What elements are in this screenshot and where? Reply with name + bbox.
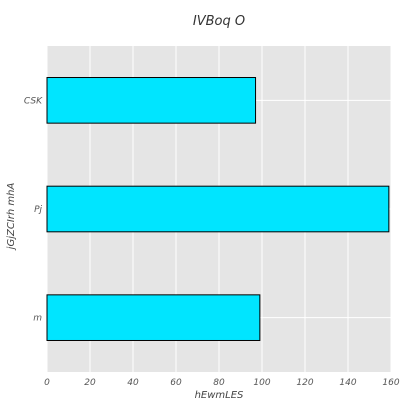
- bar-Pj: [46, 185, 390, 233]
- bar-CSK: [46, 77, 257, 124]
- x-tick-label: 80: [213, 378, 225, 388]
- y-tick-label: Pj: [34, 205, 42, 215]
- y-tick-labels: CSK Pj m: [24, 96, 43, 323]
- y-tick-label: m: [33, 314, 42, 324]
- bar-m: [46, 294, 261, 341]
- bars-group: [46, 77, 390, 341]
- y-tick-label: CSK: [24, 96, 43, 106]
- x-tick-label: 60: [170, 378, 182, 388]
- x-tick-label: 100: [253, 378, 270, 388]
- y-axis-label: jGjZCIrh mhA: [6, 183, 17, 252]
- x-tick-label: 120: [296, 378, 313, 388]
- x-axis-label: hEwmLES: [195, 390, 244, 401]
- x-tick-label: 140: [339, 378, 356, 388]
- x-tick-label: 20: [84, 378, 96, 388]
- x-tick-label: 160: [382, 378, 399, 388]
- x-tick-labels: 0 20 40 60 80 100 120 140 160: [44, 378, 400, 388]
- chart-title: IVBoq O: [193, 14, 245, 29]
- x-tick-label: 40: [127, 378, 139, 388]
- x-tick-label: 0: [44, 378, 50, 388]
